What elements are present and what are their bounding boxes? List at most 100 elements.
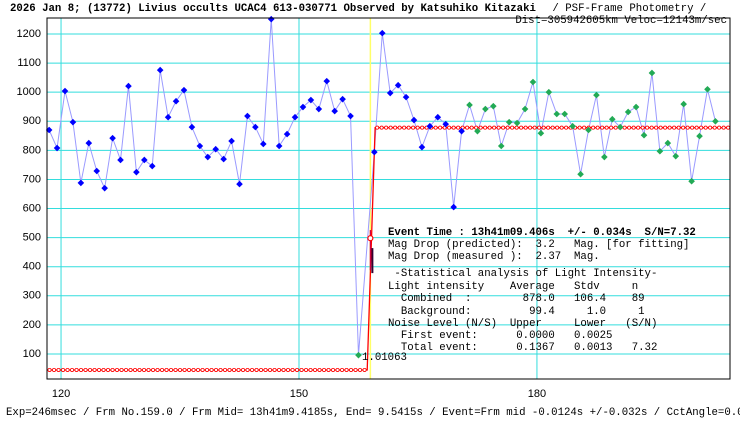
model-marker bbox=[92, 367, 97, 372]
model-marker bbox=[550, 125, 555, 130]
data-point bbox=[410, 116, 418, 124]
model-marker bbox=[74, 367, 79, 372]
model-marker bbox=[358, 367, 363, 372]
data-point bbox=[315, 105, 323, 113]
model-marker bbox=[388, 125, 393, 130]
model-marker bbox=[501, 125, 506, 130]
data-point bbox=[474, 127, 481, 135]
model-marker bbox=[182, 367, 187, 372]
info-line: Background: 99.4 1.0 1 bbox=[388, 306, 645, 318]
data-point bbox=[355, 351, 362, 359]
data-point bbox=[148, 162, 156, 170]
model-marker bbox=[304, 367, 309, 372]
model-marker bbox=[537, 125, 542, 130]
model-marker bbox=[295, 367, 300, 372]
model-marker bbox=[313, 367, 318, 372]
data-point bbox=[680, 100, 687, 108]
model-marker bbox=[349, 367, 354, 372]
data-point bbox=[236, 180, 243, 188]
data-point bbox=[545, 88, 553, 96]
model-marker bbox=[622, 125, 627, 130]
model-marker bbox=[712, 125, 717, 130]
model-marker bbox=[636, 125, 641, 130]
model-marker bbox=[61, 367, 66, 372]
model-marker bbox=[317, 367, 322, 372]
model-marker bbox=[70, 367, 75, 372]
model-marker bbox=[514, 125, 519, 130]
model-marker bbox=[384, 125, 389, 130]
y-tick-label: 100 bbox=[23, 348, 41, 360]
data-point bbox=[117, 156, 124, 164]
model-marker bbox=[604, 125, 609, 130]
model-marker bbox=[505, 125, 510, 130]
model-marker bbox=[613, 125, 618, 130]
model-marker bbox=[290, 367, 295, 372]
data-point bbox=[482, 105, 489, 113]
model-marker bbox=[151, 367, 156, 372]
data-point bbox=[196, 142, 204, 150]
data-point bbox=[497, 142, 505, 150]
data-point bbox=[61, 87, 69, 95]
model-marker bbox=[52, 367, 57, 372]
plot-frame bbox=[46, 17, 731, 380]
model-marker bbox=[609, 125, 614, 130]
model-marker bbox=[523, 125, 528, 130]
data-point bbox=[394, 81, 402, 89]
data-point bbox=[188, 123, 196, 131]
data-point bbox=[299, 103, 307, 111]
model-marker bbox=[483, 125, 488, 130]
y-tick-label: 1000 bbox=[17, 86, 41, 98]
model-marker bbox=[690, 125, 695, 130]
model-marker bbox=[173, 367, 178, 372]
model-marker bbox=[101, 367, 106, 372]
model-marker bbox=[200, 367, 205, 372]
model-marker bbox=[299, 367, 304, 372]
model-marker bbox=[519, 125, 524, 130]
data-point bbox=[490, 102, 497, 110]
model-marker bbox=[106, 367, 111, 372]
model-marker bbox=[272, 367, 277, 372]
model-marker bbox=[223, 367, 228, 372]
chart-title: 2026 Jan 8; (13772) Livius occults UCAC4… bbox=[10, 3, 536, 15]
model-marker bbox=[110, 367, 115, 372]
model-marker bbox=[478, 125, 483, 130]
model-marker bbox=[591, 125, 596, 130]
model-marker bbox=[214, 367, 219, 372]
info-line: Mag Drop (measured ): 2.37 Mag. bbox=[388, 251, 600, 263]
data-point bbox=[601, 153, 608, 161]
model-marker bbox=[375, 125, 380, 130]
x-tick-label: 120 bbox=[52, 388, 70, 400]
model-marker bbox=[582, 125, 587, 130]
model-marker bbox=[56, 367, 61, 372]
data-point bbox=[577, 170, 584, 178]
model-marker bbox=[676, 125, 681, 130]
data-point bbox=[339, 95, 346, 103]
model-marker bbox=[397, 125, 402, 130]
model-marker bbox=[209, 367, 214, 372]
model-marker bbox=[663, 125, 668, 130]
y-tick-label: 1100 bbox=[17, 57, 41, 69]
data-point bbox=[125, 82, 132, 90]
data-point bbox=[283, 130, 291, 138]
model-marker bbox=[469, 125, 474, 130]
model-marker bbox=[672, 125, 677, 130]
data-point bbox=[704, 85, 711, 93]
data-point bbox=[53, 144, 61, 152]
info-line: Noise Level (N/S) Upper Lower (S/N) bbox=[388, 318, 657, 330]
model-marker bbox=[142, 367, 147, 372]
data-point bbox=[632, 103, 640, 111]
model-marker bbox=[160, 367, 165, 372]
data-point bbox=[220, 155, 227, 163]
y-tick-label: 1200 bbox=[17, 28, 41, 40]
data-point bbox=[593, 91, 600, 99]
data-point bbox=[228, 137, 235, 145]
model-marker bbox=[97, 367, 102, 372]
model-marker bbox=[169, 367, 174, 372]
info-line: Event Time : 13h41m09.406s +/- 0.034s S/… bbox=[388, 227, 696, 239]
model-marker bbox=[627, 125, 632, 130]
model-marker bbox=[268, 367, 273, 372]
model-marker bbox=[406, 125, 411, 130]
data-point bbox=[450, 203, 457, 211]
model-marker bbox=[88, 367, 93, 372]
data-point bbox=[307, 96, 315, 104]
